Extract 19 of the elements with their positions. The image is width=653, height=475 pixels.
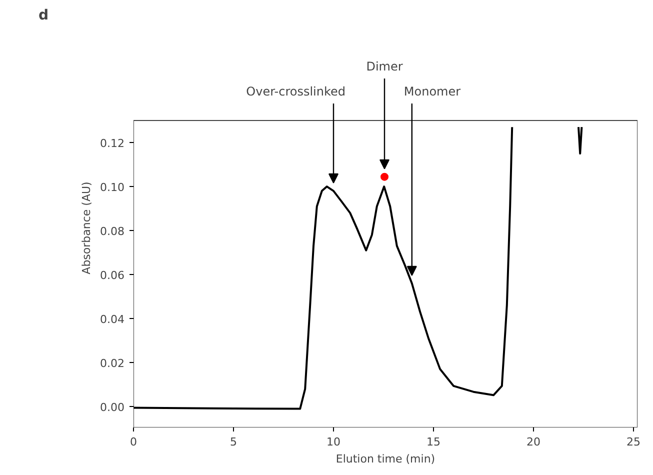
text: d <box>38 8 49 24</box>
y-tick-label: 0.02 <box>100 357 125 370</box>
annotation: Over-crosslinked <box>246 84 346 98</box>
x-tick-label: 25 <box>626 436 640 448</box>
y-tick-label: 0.12 <box>100 137 125 150</box>
annotation: Monomer <box>404 84 461 98</box>
y-axis-title: Absorbance (AU) <box>80 182 94 274</box>
annotation: Dimer <box>366 60 403 74</box>
x-tick-label: 20 <box>526 436 540 448</box>
y-tick-label: 0.08 <box>100 225 125 238</box>
y-tick-label: 0.04 <box>100 313 125 326</box>
x-tick-label: 10 <box>326 436 340 448</box>
y-tick-label: 0.00 <box>100 401 125 414</box>
x-tick-label: 0 <box>130 436 137 448</box>
y-tick-label: 0.06 <box>100 269 125 282</box>
x-axis-title: Elution time (min) <box>336 452 436 466</box>
x-tick-label: 15 <box>426 436 440 448</box>
x-tick-label: 5 <box>230 436 237 448</box>
y-tick-label: 0.10 <box>100 181 125 194</box>
